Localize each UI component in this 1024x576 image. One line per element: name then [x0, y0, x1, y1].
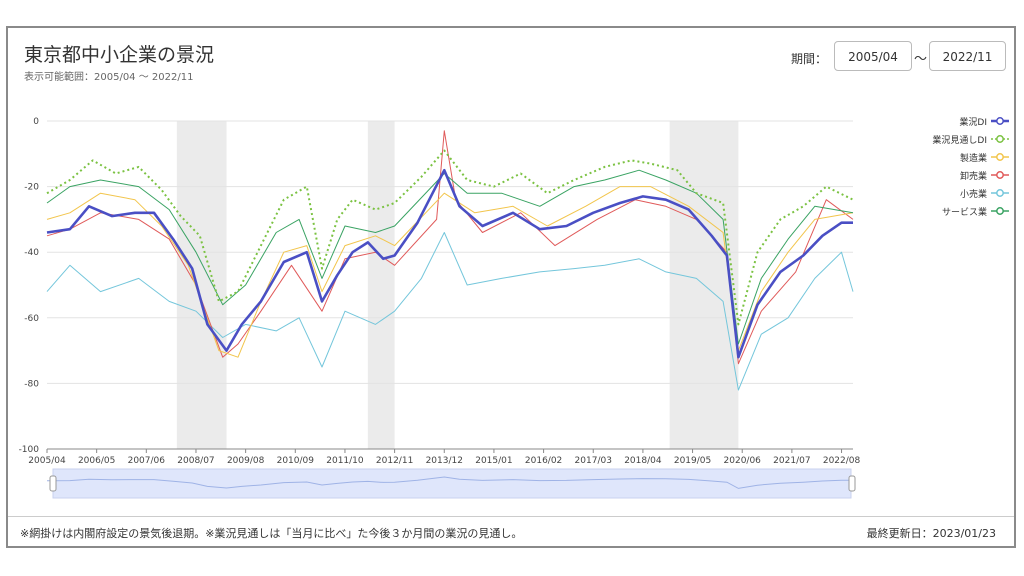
- x-tick-label: 2017/03: [575, 456, 612, 466]
- footnote: ※網掛けは内閣府設定の景気後退期。※業況見通しは「当月に比べ」た今後３か月間の業…: [20, 527, 523, 540]
- legend-label: 業況見通しDI: [932, 135, 987, 146]
- legend-marker-icon: [991, 189, 1009, 197]
- series-line-2: [46, 149, 854, 326]
- legend-item-6[interactable]: サービス業: [898, 202, 1010, 220]
- period-separator: ～: [914, 52, 928, 67]
- x-tick-label: 2019/05: [674, 456, 711, 466]
- x-tick-label: 2005/04: [28, 456, 66, 466]
- series-line-5: [46, 232, 854, 391]
- navigator-handle-left[interactable]: [49, 475, 57, 492]
- legend-label: 小売業: [959, 189, 987, 200]
- page-title: 東京都中小企業の景況: [24, 44, 215, 66]
- legend-item-3[interactable]: 製造業: [898, 148, 1010, 166]
- legend-marker-icon: [991, 135, 1009, 143]
- legend-label: 業況DI: [959, 117, 987, 128]
- legend-label: サービス業: [941, 207, 987, 218]
- legend-item-1[interactable]: 業況DI: [898, 112, 1010, 130]
- y-tick-label: -80: [24, 379, 39, 389]
- available-range-text: 表示可能範囲：2005/04 ～ 2022/11: [24, 72, 194, 83]
- x-tick-label: 2007/06: [128, 456, 166, 466]
- period-label: 期間：: [791, 52, 828, 66]
- x-tick-label: 2010/09: [277, 456, 315, 466]
- x-tick-label: 2011/10: [326, 456, 364, 466]
- legend-label: 卸売業: [959, 171, 987, 182]
- x-tick-label: 2006/05: [78, 456, 115, 466]
- legend-label: 製造業: [959, 153, 987, 164]
- x-tick-label: 2008/07: [177, 456, 214, 466]
- x-tick-label: 2012/11: [376, 456, 413, 466]
- last-updated: 最終更新日：2023/01/23: [866, 527, 996, 540]
- navigator-series: [46, 476, 853, 489]
- navigator-window: [52, 468, 852, 499]
- x-tick-label: 2020/06: [724, 456, 762, 466]
- y-tick-label: -40: [24, 248, 39, 258]
- series-line-1: [46, 168, 853, 359]
- legend-item-5[interactable]: 小売業: [898, 184, 1010, 202]
- x-tick-label: 2015/01: [475, 456, 512, 466]
- legend-item-4[interactable]: 卸売業: [898, 166, 1010, 184]
- y-tick-label: -20: [24, 183, 39, 193]
- footer-divider: [8, 516, 1014, 517]
- y-tick-label: -60: [24, 314, 39, 324]
- legend-marker-icon: [991, 153, 1009, 161]
- period-to-input[interactable]: 2022/11: [929, 41, 1006, 71]
- recession-band: [176, 121, 227, 449]
- legend-marker-icon: [991, 117, 1009, 125]
- x-tick-label: 2018/04: [624, 456, 662, 466]
- navigator-handle-right[interactable]: [848, 475, 856, 492]
- x-tick-label: 2016/02: [525, 456, 562, 466]
- legend-marker-icon: [991, 207, 1009, 215]
- x-tick-label: 2013/12: [426, 456, 463, 466]
- chart-panel: 東京都中小企業の景況 表示可能範囲：2005/04 ～ 2022/11 期間： …: [6, 26, 1016, 548]
- y-tick-label: 0: [33, 117, 39, 127]
- y-tick-label: -100: [19, 445, 40, 455]
- legend-item-2[interactable]: 業況見通しDI: [898, 130, 1010, 148]
- period-from-input[interactable]: 2005/04: [834, 41, 912, 71]
- x-tick-label: 2022/08: [823, 456, 861, 466]
- x-tick-label: 2009/08: [227, 456, 265, 466]
- recession-band: [367, 121, 395, 449]
- legend-marker-icon: [991, 171, 1009, 179]
- chart-legend: 業況DI 業況見通しDI 製造業卸売業小売業サービス業: [898, 112, 1010, 220]
- x-tick-label: 2021/07: [773, 456, 810, 466]
